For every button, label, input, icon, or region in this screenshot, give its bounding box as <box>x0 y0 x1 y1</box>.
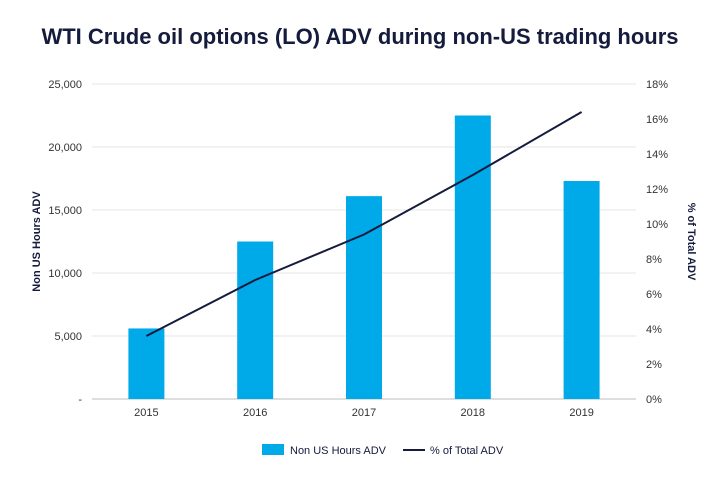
y-tick-label: 5,000 <box>54 331 82 343</box>
y-right-tick-label: 6% <box>646 289 662 301</box>
bar <box>237 241 274 399</box>
y-right-tick-label: 0% <box>646 394 662 406</box>
bar <box>454 115 491 399</box>
series-line <box>145 111 583 337</box>
y-tick-label: - <box>78 394 82 406</box>
x-tick-label: 2017 <box>352 407 376 419</box>
legend-label-line: % of Total ADV <box>430 445 504 457</box>
x-tick-label: 2016 <box>243 407 267 419</box>
y-tick-label: 15,000 <box>48 205 82 217</box>
y-right-tick-label: 8% <box>646 254 662 266</box>
y-right-tick-label: 10% <box>646 219 668 231</box>
y-tick-label: 20,000 <box>48 142 82 154</box>
y-tick-label: 10,000 <box>48 268 82 280</box>
bar <box>563 181 600 399</box>
y-right-tick-label: 14% <box>646 149 668 161</box>
bar <box>346 196 382 399</box>
y-right-tick-label: 2% <box>646 359 662 371</box>
x-tick-label: 2018 <box>461 407 485 419</box>
y-axis-right-title: % of Total ADV <box>685 203 697 281</box>
y-right-tick-label: 4% <box>646 324 662 336</box>
x-tick-label: 2015 <box>134 407 158 419</box>
y-tick-label: 25,000 <box>48 79 82 91</box>
y-axis-title: Non US Hours ADV <box>31 191 43 292</box>
legend-label-bar: Non US Hours ADV <box>290 445 387 457</box>
y-right-tick-label: 16% <box>646 114 668 126</box>
chart-title: WTI Crude oil options (LO) ADV during no… <box>41 24 679 49</box>
x-tick-label: 2019 <box>569 407 593 419</box>
legend-swatch-bar <box>262 444 284 455</box>
y-right-tick-label: 12% <box>646 184 668 196</box>
y-right-tick-label: 18% <box>646 79 668 91</box>
bar <box>128 328 165 399</box>
